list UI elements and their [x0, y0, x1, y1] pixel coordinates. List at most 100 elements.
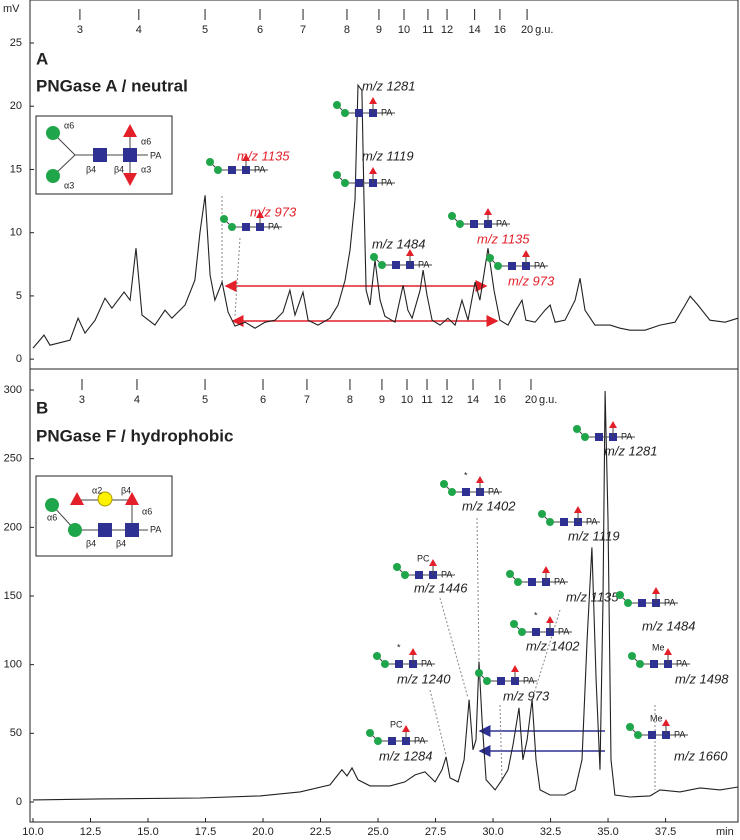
- glycan-fucose: [429, 559, 437, 566]
- glycan-fucose: [70, 492, 84, 505]
- glycan-glcnac: [595, 433, 603, 441]
- glycan-end: PA: [421, 658, 432, 668]
- glycan-mannose: [46, 169, 60, 183]
- glycan-glcnac: [462, 488, 470, 496]
- glycan-mannose: [624, 599, 632, 607]
- glycan-mannose: [333, 171, 341, 179]
- peak-annotation: m/z 1119: [568, 528, 620, 543]
- glycan-glcnac: [228, 166, 236, 174]
- panel-title: PNGase A / neutral: [36, 76, 188, 95]
- gu-tick-label: 8: [344, 24, 350, 36]
- glycan-mannose: [514, 578, 522, 586]
- trace: [32, 390, 739, 801]
- linkage-label: PA: [150, 150, 161, 160]
- glycan-glcnac: [650, 660, 658, 668]
- gu-tick-label: 8: [347, 394, 353, 406]
- y-tick-label: 0: [16, 796, 22, 808]
- glycan-fucose: [542, 566, 550, 573]
- panel-label: A: [36, 49, 48, 68]
- gu-tick-label: 14: [467, 394, 479, 406]
- glycan-fucose: [511, 665, 519, 672]
- linkage-label: α3: [141, 164, 151, 174]
- linkage-label: α6: [47, 512, 57, 522]
- glycan-mannose: [220, 215, 228, 223]
- glycan-end: PA: [523, 675, 534, 685]
- linkage-label: β4: [86, 164, 96, 174]
- peak-annotation: m/z 1240: [397, 671, 451, 686]
- glycan-glcnac: [648, 731, 656, 739]
- glycan-glcnac: [98, 523, 112, 537]
- gu-tick-label: 9: [379, 394, 385, 406]
- y-tick-label: 150: [4, 590, 22, 602]
- glycan-fucose: [476, 476, 484, 483]
- peak-annotation: m/z 973: [508, 273, 555, 288]
- glycan-note: PC: [390, 719, 403, 729]
- y-tick-label: 15: [10, 163, 22, 175]
- gu-label: g.u.: [535, 24, 553, 36]
- peak-annotation: m/z 973: [503, 688, 550, 703]
- glycan-note: *: [397, 642, 401, 652]
- gu-tick-label: 4: [136, 24, 142, 36]
- glycan-end: PA: [621, 431, 632, 441]
- x-tick-label: 35.0: [597, 826, 618, 838]
- glycan-mannose: [506, 570, 514, 578]
- glycan-mannose: [381, 660, 389, 668]
- y-tick-label: 20: [10, 100, 22, 112]
- glycan-end: PA: [418, 259, 429, 269]
- glycan-end: PA: [676, 658, 687, 668]
- glycan-fucose: [609, 421, 617, 428]
- gu-tick-label: 9: [376, 24, 382, 36]
- glycan-end: PA: [488, 486, 499, 496]
- glycan-fucose: [125, 492, 139, 505]
- glycan-mannose: [333, 101, 341, 109]
- gu-tick-label: 4: [134, 394, 140, 406]
- x-tick-label: 37.5: [655, 826, 676, 838]
- glycan-fucose: [664, 648, 672, 655]
- glycan-mannose: [228, 223, 236, 231]
- linkage-label: β4: [114, 164, 124, 174]
- glycan-mannose: [634, 731, 642, 739]
- y-tick-label: 25: [10, 37, 22, 49]
- gu-tick-label: 7: [300, 24, 306, 36]
- glycan-mannose: [45, 498, 59, 512]
- glycan-mannose: [401, 571, 409, 579]
- x-tick-label: 22.5: [310, 826, 331, 838]
- glycan-fucose: [522, 250, 530, 257]
- glycan-mannose: [581, 433, 589, 441]
- frame: [29, 0, 739, 823]
- glycan-fucose: [256, 211, 264, 218]
- gu-tick-label: 7: [304, 394, 310, 406]
- glycan-glcnac: [125, 523, 139, 537]
- gu-tick-label: 6: [257, 24, 263, 36]
- peak-annotation: m/z 1135: [237, 148, 290, 163]
- peak-annotation: m/z 1484: [642, 618, 695, 633]
- peak-annotation: m/z 1135: [566, 589, 619, 604]
- glycan-glcnac: [355, 179, 363, 187]
- glycan-fucose: [652, 587, 660, 594]
- peak-annotation: m/z 973: [250, 204, 297, 219]
- y-tick-label: 250: [4, 453, 22, 465]
- glycan-fucose: [574, 506, 582, 513]
- leader-line: [429, 689, 447, 756]
- glycan-glcnac: [508, 262, 516, 270]
- y-tick-label: 100: [4, 659, 22, 671]
- glycan-mannose: [440, 480, 448, 488]
- glycan-fucose: [123, 124, 137, 137]
- y-tick-label: 5: [16, 290, 22, 302]
- glycan-glcnac: [388, 737, 396, 745]
- glycan-mannose: [483, 677, 491, 685]
- glycan-note: *: [464, 470, 468, 480]
- gu-tick-label: 5: [202, 394, 208, 406]
- glycan-fucose: [123, 173, 137, 186]
- glycan-glcnac: [638, 599, 646, 607]
- gu-tick-label: 20: [525, 394, 537, 406]
- glycan-mannose: [616, 591, 624, 599]
- x-tick-label: 15.0: [137, 826, 158, 838]
- glycan-mannose: [636, 660, 644, 668]
- panel-title: PNGase F / hydrophobic: [36, 426, 233, 445]
- linkage-label: α6: [141, 136, 151, 146]
- glycan-fucose: [484, 208, 492, 215]
- gu-tick-label: 12: [441, 394, 453, 406]
- glycan-end: PA: [414, 735, 425, 745]
- glycan-fucose: [406, 249, 414, 256]
